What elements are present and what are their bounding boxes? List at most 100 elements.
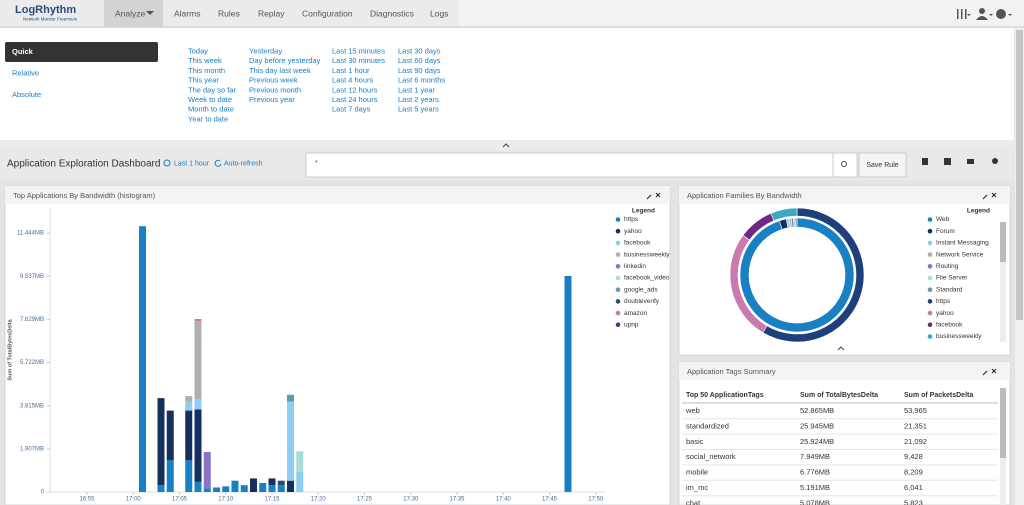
time-option[interactable]: Week to date [188,95,232,104]
search-input[interactable] [305,152,858,178]
time-option[interactable]: Last 60 days [398,56,441,65]
legend-swatch [615,252,621,257]
bar-segment [259,482,267,492]
time-option[interactable]: Last 90 days [398,66,441,75]
refresh-icon [214,159,222,167]
bar-segment [277,480,285,486]
time-option[interactable]: Last 12 hours [332,85,378,94]
nav-tab[interactable]: Configuration [302,8,353,18]
time-mode[interactable]: Absolute [12,90,41,99]
legend-label[interactable]: businessweekly [936,333,982,340]
nav-tab[interactable]: Alarms [174,8,200,18]
time-option[interactable]: Last 1 year [398,85,436,94]
donut-slice [739,217,855,333]
time-range[interactable]: Last 1 hour [174,160,210,167]
legend-label[interactable]: Routing [936,263,959,270]
y-tick-label: 0 [41,490,45,496]
time-option[interactable]: Yesterday [249,46,282,55]
legend-label[interactable]: amazon [624,310,648,317]
donut-collapse[interactable] [837,346,845,351]
bar-segment [157,485,165,492]
time-option[interactable]: Previous week [249,76,298,85]
time-option[interactable]: Last 2 years [398,95,439,104]
nav-tab[interactable]: Replay [258,8,285,18]
nav-tab[interactable]: Rules [218,8,240,18]
time-option[interactable]: Last 30 minutes [332,56,385,65]
legend-label[interactable]: doubleverify [624,298,660,305]
search-icon[interactable] [841,161,847,167]
time-mode[interactable]: Relative [12,68,39,77]
time-option[interactable]: Previous month [249,85,301,94]
nav-tab[interactable]: Analyze [115,8,146,18]
time-option[interactable]: This year [188,76,219,85]
time-option[interactable]: The day so far [188,85,236,94]
logo: LogRhythm [15,4,76,16]
table-cell: 8,209 [904,468,923,477]
legend-scroll-thumb[interactable] [1000,222,1006,262]
legend-label[interactable]: upnp [624,322,639,329]
time-option[interactable]: Last 7 days [332,105,371,114]
legend-label[interactable]: File Server [936,275,968,282]
legend-label[interactable]: facebook [936,322,963,329]
legend-label[interactable]: linkedin [624,263,646,270]
search-query: * [315,160,318,167]
time-option[interactable]: Last 24 hours [332,95,378,104]
table-header[interactable]: Sum of PacketsDelta [904,392,973,399]
y-tick-label: 7.629MB [20,317,44,323]
time-option[interactable]: Last 6 months [398,76,445,85]
legend-label[interactable]: Forum [936,228,955,235]
legend-label[interactable]: facebook_video [624,275,670,282]
y-tick-label: 3.815MB [20,403,44,409]
legend-label[interactable]: Web [936,216,950,223]
time-mode[interactable]: Quick [12,47,34,56]
time-option[interactable]: This month [188,66,225,75]
x-tick-label: 17:10 [218,497,234,503]
time-option[interactable]: Last 15 minutes [332,46,385,55]
y-axis-label: Sum of TotalBytesDelta [7,318,13,380]
legend-label[interactable]: Network Service [936,251,984,258]
legend-label[interactable]: https [936,298,951,305]
legend-label[interactable]: yahoo [936,310,954,317]
bar-segment [194,409,202,482]
legend-label[interactable]: Standard [936,286,963,293]
bar-segment [185,460,193,492]
bar-segment [296,471,304,492]
bar-segment [213,487,220,492]
time-option[interactable]: Year to date [188,114,228,123]
table-cell: 21,092 [904,437,927,446]
legend-label[interactable]: Instant Messaging [936,240,989,247]
y-tick-label: 1.907MB [20,446,44,452]
nav-tab[interactable]: Diagnostics [370,8,414,18]
time-option[interactable]: Month to date [188,105,234,114]
nav-tab[interactable]: Logs [430,8,448,18]
time-option[interactable]: Last 4 hours [332,76,374,85]
toolbar-icons[interactable] [922,158,998,165]
time-option[interactable]: Last 1 hour [332,66,370,75]
panel-icons[interactable] [646,192,997,376]
legend-label[interactable]: yahoo [624,228,642,235]
time-option[interactable]: Day before yesterday [249,56,321,65]
legend-label[interactable]: https [624,216,639,223]
x-tick-label: 17:15 [264,497,280,503]
time-option[interactable]: This week [188,56,222,65]
table-header[interactable]: Sum of TotalBytesDelta [800,392,878,399]
time-option[interactable]: This day last week [249,66,311,75]
time-option[interactable]: Last 30 days [398,46,441,55]
table-cell: 9,428 [904,452,923,461]
active-tab-bg [104,0,163,27]
legend-title: Legend [632,208,655,215]
save-button[interactable] [858,152,907,178]
legend-label[interactable]: google_ads [624,286,658,293]
bar-segment [194,399,202,410]
legend-label[interactable]: businessweekly [624,251,670,258]
table-scroll-thumb[interactable] [1000,388,1006,458]
time-option[interactable]: Today [188,46,208,55]
table-header[interactable]: Top 50 ApplicationTags [686,392,764,399]
time-option[interactable]: Last 5 years [398,105,439,114]
table-cell: 5.191MB [800,483,830,492]
legend-label[interactable]: facebook [624,240,651,247]
page-scroll-thumb[interactable] [1016,30,1023,320]
time-option[interactable]: Previous year [249,95,295,104]
legend-scrollbar[interactable] [1000,222,1006,342]
auto-refresh[interactable]: Auto-refresh [224,160,263,167]
